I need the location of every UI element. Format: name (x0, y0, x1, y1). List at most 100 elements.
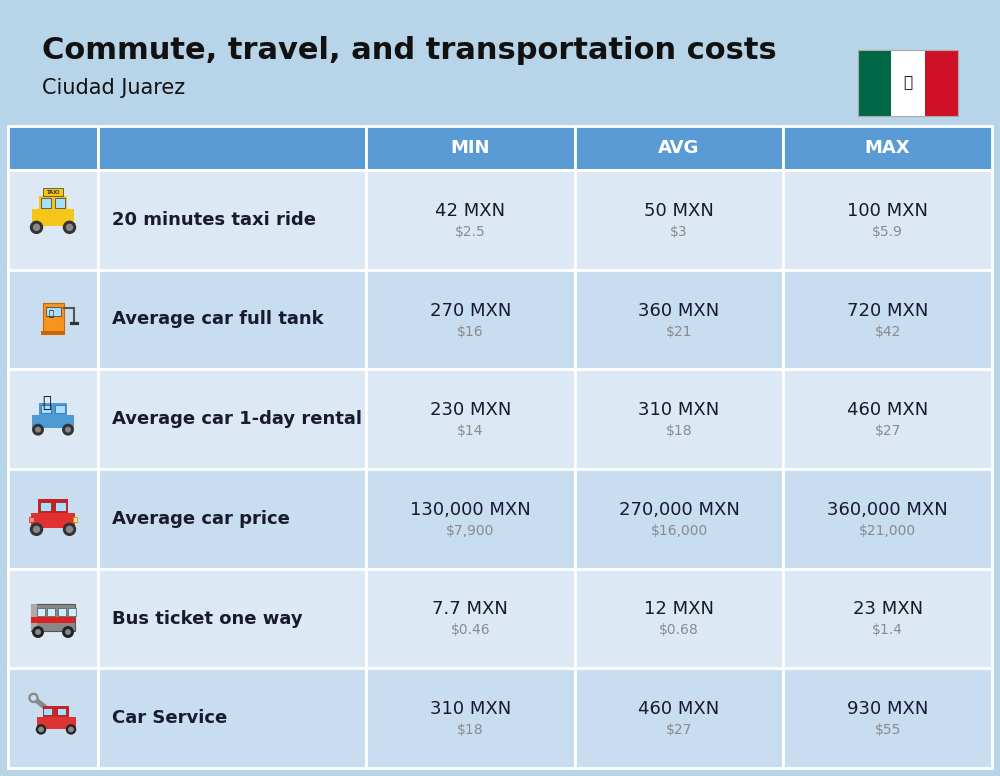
Text: $3: $3 (670, 225, 688, 239)
Text: 460 MXN: 460 MXN (847, 401, 928, 419)
Text: Car Service: Car Service (112, 709, 227, 727)
Bar (783, 668, 992, 768)
Bar (98, 569, 366, 668)
Bar (858, 50, 891, 116)
Bar (39, 196, 67, 210)
Bar (925, 50, 958, 116)
Bar (31, 513, 75, 528)
Bar (366, 668, 575, 768)
Text: Average car price: Average car price (112, 510, 290, 528)
Bar (8, 469, 98, 569)
Bar (575, 469, 783, 569)
Text: AVG: AVG (658, 139, 700, 157)
Bar (8, 569, 98, 668)
Circle shape (34, 224, 40, 230)
Text: $7,900: $7,900 (446, 524, 495, 538)
Text: 20 minutes taxi ride: 20 minutes taxi ride (112, 211, 316, 229)
Circle shape (36, 428, 40, 432)
Text: $0.68: $0.68 (659, 623, 699, 638)
Bar (783, 170, 992, 270)
Bar (891, 50, 925, 116)
Bar (31, 604, 37, 630)
Text: $1.4: $1.4 (872, 623, 903, 638)
Bar (31, 617, 75, 623)
Text: Ciudad Juarez: Ciudad Juarez (42, 78, 185, 98)
Text: 360 MXN: 360 MXN (638, 302, 720, 320)
Text: $21,000: $21,000 (859, 524, 916, 538)
Text: $27: $27 (666, 723, 692, 737)
Text: TAXI: TAXI (46, 189, 60, 195)
Bar (98, 270, 366, 369)
Circle shape (66, 428, 70, 432)
Bar (575, 126, 783, 170)
Bar (366, 270, 575, 369)
Bar (783, 270, 992, 369)
Bar (32, 414, 74, 428)
Bar (38, 499, 68, 513)
Bar (55, 405, 65, 413)
Circle shape (48, 709, 52, 714)
Circle shape (30, 523, 42, 535)
Text: $18: $18 (666, 424, 692, 438)
Bar (98, 126, 366, 170)
Bar (575, 170, 783, 270)
Text: $5.9: $5.9 (872, 225, 903, 239)
Bar (41, 198, 51, 208)
Text: Bus ticket one way: Bus ticket one way (112, 609, 303, 628)
Bar (575, 668, 783, 768)
Bar (72, 518, 77, 521)
Bar (575, 569, 783, 668)
Bar (783, 126, 992, 170)
Text: MIN: MIN (451, 139, 490, 157)
Bar (366, 569, 575, 668)
Text: $18: $18 (457, 723, 484, 737)
Circle shape (39, 727, 43, 732)
Bar (8, 126, 98, 170)
Circle shape (63, 424, 73, 435)
Circle shape (69, 727, 73, 732)
Text: 12 MXN: 12 MXN (644, 601, 714, 618)
Text: Average car 1-day rental: Average car 1-day rental (112, 411, 362, 428)
Bar (575, 270, 783, 369)
Text: 720 MXN: 720 MXN (847, 302, 928, 320)
Text: MAX: MAX (865, 139, 910, 157)
Bar (68, 608, 76, 615)
Circle shape (29, 694, 38, 702)
Circle shape (66, 630, 70, 634)
Bar (575, 369, 783, 469)
Circle shape (46, 707, 54, 716)
Bar (36, 608, 45, 615)
Bar (30, 223, 36, 227)
Bar (8, 270, 98, 369)
Bar (43, 706, 69, 717)
Bar (55, 502, 66, 511)
Bar (98, 170, 366, 270)
Bar (46, 307, 60, 316)
Circle shape (33, 424, 43, 435)
Circle shape (30, 221, 42, 234)
Circle shape (63, 627, 73, 637)
Bar (41, 331, 65, 334)
Text: 230 MXN: 230 MXN (430, 401, 511, 419)
Text: 🦅: 🦅 (903, 75, 913, 91)
Text: $2.5: $2.5 (455, 225, 486, 239)
Text: 100 MXN: 100 MXN (847, 202, 928, 220)
Bar (43, 189, 63, 196)
Circle shape (33, 627, 43, 637)
Text: 42 MXN: 42 MXN (435, 202, 505, 220)
Text: $21: $21 (666, 324, 692, 338)
Text: 270 MXN: 270 MXN (430, 302, 511, 320)
Circle shape (66, 725, 76, 734)
Bar (8, 369, 98, 469)
Bar (783, 469, 992, 569)
Bar (32, 210, 74, 226)
Circle shape (36, 725, 46, 734)
Bar (41, 405, 51, 413)
Bar (366, 469, 575, 569)
Text: 🔑: 🔑 (43, 395, 51, 411)
Bar (70, 223, 76, 227)
Bar (31, 604, 75, 630)
Text: $16,000: $16,000 (650, 524, 708, 538)
Bar (43, 708, 52, 715)
Bar (55, 198, 65, 208)
